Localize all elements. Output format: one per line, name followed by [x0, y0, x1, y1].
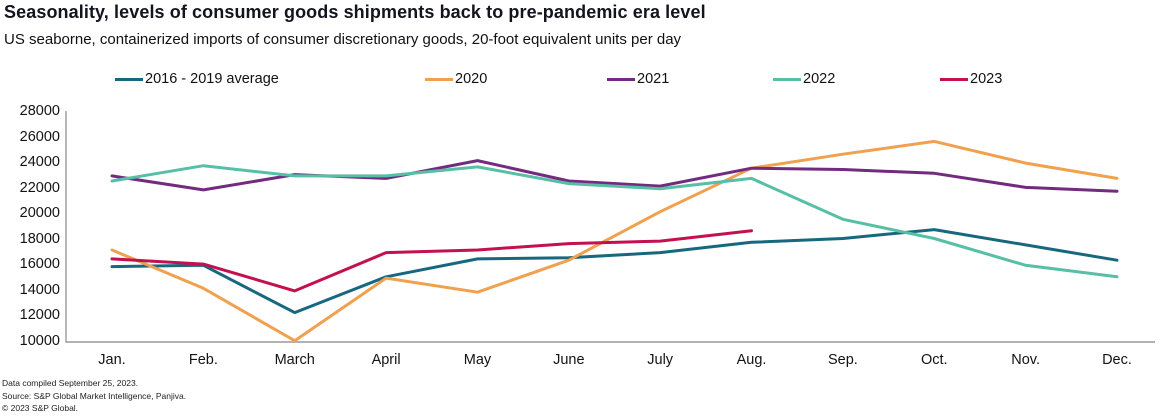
legend-swatch: [940, 77, 968, 81]
y-axis-label: 16000: [19, 256, 60, 273]
y-axis-label: 18000: [19, 230, 60, 247]
y-axis-label: 14000: [19, 281, 60, 298]
y-axis-label: 22000: [19, 179, 60, 196]
y-axis-label: 24000: [19, 154, 60, 171]
footer-note-source: Source: S&P Global Market Intelligence, …: [2, 390, 187, 401]
x-axis-label: Oct.: [920, 352, 948, 368]
chart-subtitle: US seaborne, containerized imports of co…: [4, 31, 682, 48]
y-axis-label: 12000: [19, 307, 60, 324]
x-axis-label: Sep.: [827, 352, 858, 368]
footer: Data compiled September 25, 2023. Source…: [2, 377, 186, 415]
x-axis-label: Feb.: [188, 352, 218, 368]
y-axis-label: 10000: [19, 333, 60, 349]
footer-note-copyright: © 2023 S&P Global.: [2, 403, 79, 413]
x-axis-label: Nov.: [1011, 352, 1040, 368]
legend-label: 2021: [637, 71, 670, 87]
legend-item-2021: 2021: [607, 70, 669, 88]
x-axis-label: June: [553, 352, 585, 368]
legend-label: 2020: [455, 71, 488, 87]
legend-swatch: [425, 77, 453, 81]
x-axis-label: Jan.: [98, 352, 126, 368]
legend-item-2022: 2022: [773, 70, 835, 88]
legend-item-2023: 2023: [940, 70, 1002, 88]
legend-swatch: [115, 77, 143, 81]
legend-swatch: [607, 77, 635, 81]
series-line-2022: [110, 164, 1119, 279]
legend-label: 2016 - 2019 average: [145, 71, 279, 87]
x-axis-label: May: [463, 352, 492, 368]
series-line-2016-2019-average: [110, 228, 1119, 315]
y-axis-label: 20000: [19, 205, 60, 222]
series-line-2020: [110, 139, 1119, 343]
legend-label: 2022: [803, 71, 836, 87]
footer-note-compiled: Data compiled September 25, 2023.: [2, 378, 139, 388]
x-axis-label: July: [647, 352, 674, 368]
legend-label: 2023: [970, 71, 1003, 87]
x-axis-label: Aug.: [736, 352, 767, 368]
legend-item-2016-2019-average: 2016 - 2019 average: [115, 70, 279, 88]
series-line-2021: [110, 159, 1119, 193]
legend-swatch: [773, 77, 801, 81]
x-axis-label: Dec.: [1102, 352, 1132, 368]
chart-title: Seasonality, levels of consumer goods sh…: [4, 2, 706, 22]
axis-line: [65, 111, 1155, 343]
x-axis-label: March: [274, 352, 315, 368]
series-line-2023: [110, 229, 753, 293]
x-axis-label: April: [371, 352, 401, 368]
legend-item-2020: 2020: [425, 70, 487, 88]
y-axis-label: 26000: [19, 128, 60, 145]
y-axis-label: 28000: [19, 103, 60, 119]
legend: 2016 - 2019 average 2020 2021 2022 2023: [0, 70, 1162, 90]
